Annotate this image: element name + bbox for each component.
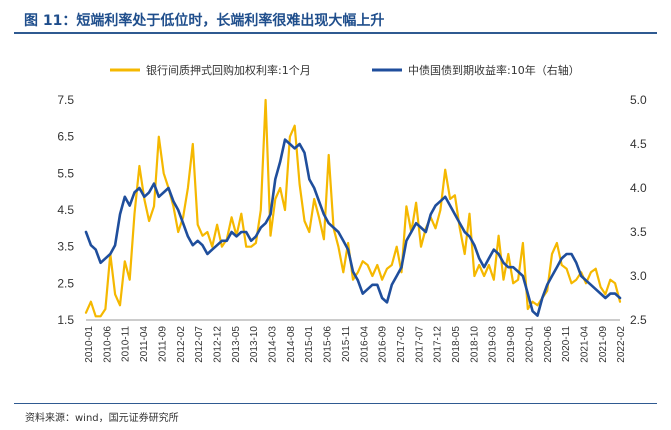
x-axis-tick-label: 2013-10	[249, 326, 260, 363]
x-axis-tick-label: 2017-12	[433, 326, 444, 363]
right-axis-tick-label: 3.0	[630, 269, 647, 283]
x-axis-tick-label: 2017-07	[414, 326, 425, 363]
x-axis-tick-label: 2012-12	[212, 326, 223, 363]
source-note: 资料来源：wind，国元证券研究所	[25, 413, 179, 424]
chart-canvas: 1.5 2.5 3.5 4.5 5.5 6.5 7.5 2.5 3.0 3.5 4.0 4.5 5.0 2…	[57, 63, 647, 363]
x-axis-tick-label: 2019-03	[488, 326, 499, 363]
x-axis-tick-label: 2014-08	[286, 326, 297, 363]
x-axis-tick-label: 2012-02	[176, 326, 187, 363]
x-axis-tick-label: 2015-11	[341, 326, 352, 362]
right-axis-tick-label: 2.5	[630, 313, 647, 327]
chart-title: 图 11：短端利率处于低位时，长端利率很难出现大幅上升	[24, 13, 385, 29]
right-axis-tick-label: 3.5	[630, 225, 647, 239]
right-axis-tick-label: 4.5	[630, 137, 647, 151]
x-axis-tick-label: 2021-09	[598, 326, 609, 363]
right-axis-tick-label: 4.0	[630, 181, 647, 195]
x-axis-tick-label: 2016-09	[378, 326, 389, 363]
left-axis-tick-label: 3.5	[57, 240, 74, 254]
left-axis-tick-label: 7.5	[57, 93, 74, 107]
series-line-repo-rate	[84, 98, 622, 318]
left-axis-tick-label: 1.5	[57, 313, 74, 327]
series-line-bond-yield	[84, 138, 622, 317]
x-axis-tick-label: 2021-04	[579, 326, 590, 363]
legend-label-bond-yield: 中债国债到期收益率:10年（右轴）	[408, 63, 580, 77]
x-axis-tick-label: 2018-10	[469, 326, 480, 363]
x-axis-tick-label: 2015-01	[304, 326, 315, 363]
legend-label-repo-rate: 银行间质押式回购加权利率:1个月	[146, 63, 311, 77]
x-axis-tick-label: 2011-09	[157, 326, 168, 362]
x-axis-tick-label: 2020-11	[561, 326, 572, 362]
x-axis-tick-label: 2010-06	[102, 326, 113, 363]
x-axis-tick-label: 2015-06	[323, 326, 334, 363]
x-axis-tick-label: 2022-02	[616, 326, 627, 363]
left-axis-tick-label: 5.5	[57, 166, 74, 180]
x-axis-tick-label: 2020-06	[543, 326, 554, 363]
x-axis-tick-label: 2014-03	[268, 326, 279, 363]
x-axis-tick-label: 2012-07	[194, 326, 205, 363]
footer-rule	[14, 403, 657, 404]
left-axis-tick-label: 6.5	[57, 130, 74, 144]
x-axis-tick-label: 2019-08	[506, 326, 517, 363]
x-axis-tick-label: 2020-01	[524, 326, 535, 363]
left-axis-tick-label: 2.5	[57, 276, 74, 290]
left-axis-tick-label: 4.5	[57, 203, 74, 217]
x-axis-tick-label: 2018-05	[451, 326, 462, 363]
x-axis-tick-label: 2011-04	[139, 326, 150, 362]
title-bar: 图 11：短端利率处于低位时，长端利率很难出现大幅上升	[14, 6, 657, 34]
x-axis-tick-label: 2017-02	[396, 326, 407, 363]
x-axis-tick-label: 2010-01	[84, 326, 95, 363]
x-axis-tick-label: 2016-04	[359, 326, 370, 363]
x-axis-tick-label: 2013-05	[231, 326, 242, 363]
right-axis-tick-label: 5.0	[630, 93, 647, 107]
x-axis-tick-label: 2010-11	[121, 326, 132, 362]
